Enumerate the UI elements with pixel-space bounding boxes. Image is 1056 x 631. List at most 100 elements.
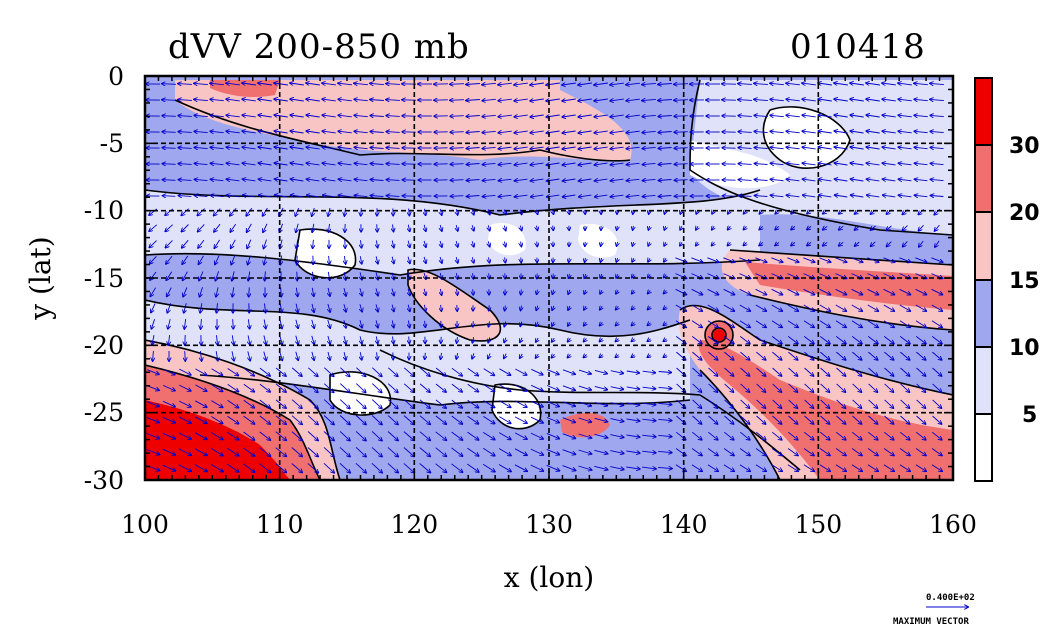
wind-vector [642, 419, 655, 421]
wind-vector [163, 196, 176, 197]
wind-vector [804, 431, 813, 440]
wind-vector [210, 99, 224, 100]
wind-vector [836, 399, 846, 408]
wind-vector [243, 195, 256, 197]
wind-vector [210, 147, 224, 148]
wind-vector [883, 179, 896, 181]
wind-vector [707, 320, 718, 328]
wind-vector [739, 304, 750, 311]
wind-vector [344, 304, 346, 312]
wind-vector [898, 115, 912, 117]
wind-vector [329, 223, 330, 232]
wind-vector [579, 163, 592, 165]
wind-vector [354, 115, 368, 116]
wind-vector [409, 336, 410, 344]
wind-vector [756, 351, 765, 360]
wind-vector [338, 115, 352, 117]
wind-vector [371, 447, 382, 456]
wind-vector [178, 132, 192, 133]
wind-vector [162, 400, 175, 406]
wind-vector [259, 447, 271, 456]
wind-vector [739, 336, 750, 343]
wind-vector [658, 84, 672, 85]
x-tick-label: 120 [390, 510, 438, 539]
wind-vector [360, 256, 361, 264]
wind-vector [243, 447, 255, 456]
wind-vector [852, 367, 862, 376]
wind-vector [723, 257, 734, 262]
wind-vector [243, 399, 255, 408]
wind-vector [627, 179, 640, 180]
wind-vector [882, 99, 896, 101]
wind-vector [772, 383, 782, 392]
wind-vector [648, 323, 651, 326]
wind-vector [537, 289, 538, 295]
wind-vector [610, 115, 624, 117]
wind-vector [307, 415, 318, 425]
colorbar-label: 10 [1009, 336, 1040, 361]
colorbar: 30 20 15 10 5 [974, 77, 1040, 482]
wind-vector [756, 399, 766, 408]
wind-vector [354, 131, 368, 132]
wind-vector [804, 415, 814, 424]
wind-vector [467, 415, 479, 424]
wind-vector [803, 257, 814, 262]
wind-vector [243, 463, 254, 472]
wind-vector [211, 195, 224, 196]
wind-vector [312, 303, 314, 312]
wind-vector [467, 368, 478, 375]
wind-vector [167, 303, 172, 312]
wind-vector [482, 131, 496, 132]
wind-vector [851, 195, 864, 197]
wind-vector [610, 402, 624, 406]
wind-vector [466, 116, 480, 117]
wind-vector [914, 83, 928, 84]
wind-vector [419, 367, 430, 376]
wind-vector [707, 288, 719, 294]
wind-vector [642, 147, 656, 148]
wind-vector [328, 351, 330, 360]
wind-vector [584, 338, 587, 341]
wind-vector [182, 239, 189, 248]
wind-vector [536, 354, 539, 358]
wind-vector [754, 83, 768, 84]
wind-vector [744, 226, 747, 229]
wind-vector [521, 289, 522, 295]
wind-vector [616, 323, 619, 326]
wind-vector [338, 147, 352, 149]
wind-vector [211, 163, 224, 164]
wind-vector [632, 323, 635, 326]
wind-vector [296, 351, 298, 360]
x-tick-label: 100 [121, 510, 169, 539]
wind-vector [819, 163, 832, 165]
wind-vector [759, 226, 762, 229]
wind-vector [738, 148, 752, 149]
wind-vector [632, 274, 634, 277]
wind-vector [866, 147, 880, 149]
wind-vector [648, 307, 651, 310]
x-axis-label: x (lon) [504, 561, 594, 594]
wind-vector [307, 447, 318, 457]
wind-vector [707, 448, 718, 456]
wind-vector [200, 303, 202, 313]
wind-vector [584, 273, 585, 278]
wind-vector [594, 131, 608, 133]
wind-vector [802, 83, 816, 85]
wind-vector [248, 271, 250, 280]
wind-vector [899, 179, 912, 181]
wind-vector [712, 226, 714, 229]
wind-vector [600, 274, 602, 278]
wind-vector [146, 449, 160, 455]
wind-vector [916, 351, 925, 360]
wind-vector [355, 179, 368, 180]
wind-vector [249, 287, 250, 296]
wind-vector [392, 240, 394, 248]
wind-vector [376, 240, 377, 247]
colorbar-label: 15 [1009, 269, 1040, 294]
wind-vector [900, 383, 910, 392]
wind-vector [328, 319, 330, 328]
wind-vector [819, 257, 830, 262]
wind-vector [322, 99, 336, 101]
wind-vector [339, 447, 350, 456]
wind-vector [291, 383, 302, 392]
